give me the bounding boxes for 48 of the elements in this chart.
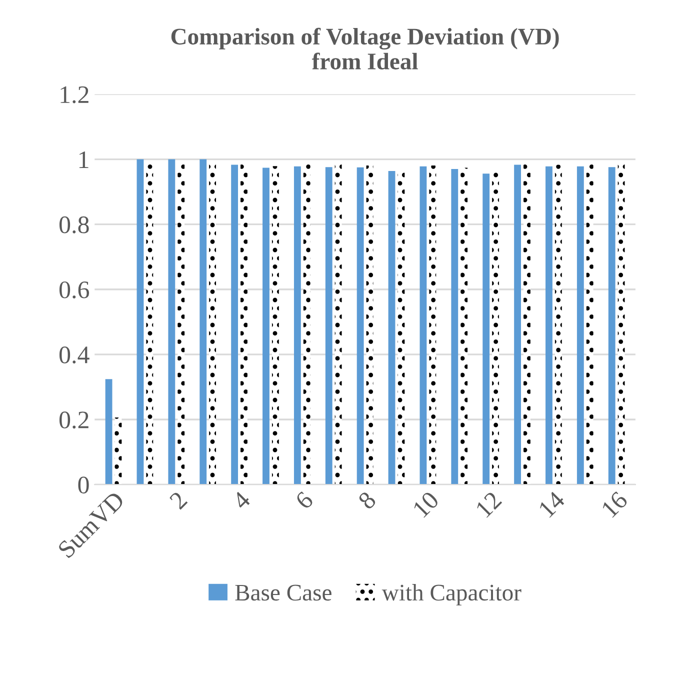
bar xyxy=(168,159,176,485)
bar xyxy=(146,162,154,485)
y-tick-label: 0.4 xyxy=(59,346,90,364)
legend-label: with Capacitor xyxy=(382,584,522,606)
x-tick-label: 14 xyxy=(538,490,566,518)
chart-title: Comparison of Voltage Deviation (VD) from Ideal xyxy=(171,28,559,70)
bar xyxy=(209,162,216,485)
legend-label: Base Case xyxy=(235,584,332,601)
x-tick-label: 16 xyxy=(601,490,628,518)
bar xyxy=(608,167,616,485)
bar xyxy=(429,165,436,485)
y-tick-label: 1 xyxy=(79,151,88,168)
bar xyxy=(576,166,584,485)
bar xyxy=(546,166,552,485)
bar xyxy=(240,163,248,485)
bar xyxy=(178,162,185,485)
bar xyxy=(114,418,122,485)
bar xyxy=(420,166,427,485)
bar xyxy=(514,164,521,485)
bar xyxy=(356,167,364,485)
bar xyxy=(325,167,332,485)
bar xyxy=(388,170,396,485)
x-tick-label: 8 xyxy=(357,490,377,510)
bar xyxy=(492,172,499,485)
bar xyxy=(451,169,458,485)
bar xyxy=(398,171,405,485)
bar xyxy=(460,168,468,485)
x-tick-label: 10 xyxy=(412,490,440,518)
bar xyxy=(105,379,112,485)
bar xyxy=(524,162,530,485)
bar xyxy=(554,164,562,485)
x-tick-label: 2 xyxy=(168,490,188,510)
bar xyxy=(294,166,301,485)
y-tick-label: 0.6 xyxy=(59,281,90,298)
x-tick-label: 4 xyxy=(231,490,252,510)
x-tick-label: 12 xyxy=(475,490,502,518)
bar xyxy=(482,174,490,485)
y-tick-label: 0 xyxy=(78,476,89,494)
bar xyxy=(262,168,270,485)
bar xyxy=(231,164,238,485)
bar xyxy=(136,159,144,485)
y-tick-label: 0.8 xyxy=(59,216,89,234)
x-tick-label: 6 xyxy=(294,490,314,510)
bar xyxy=(272,166,279,485)
bar xyxy=(366,165,374,485)
bar xyxy=(200,159,207,485)
y-tick-label: 0.2 xyxy=(59,412,88,429)
y-tick-label: 1.2 xyxy=(60,86,88,104)
